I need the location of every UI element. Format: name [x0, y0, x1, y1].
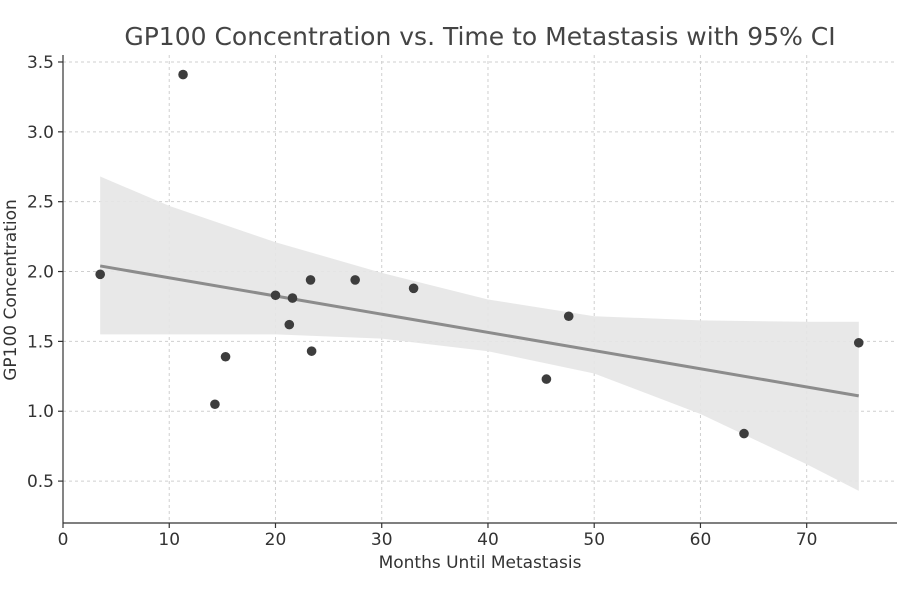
data-point: [287, 293, 298, 303]
data-point: [541, 374, 552, 384]
confidence-band-area: [100, 176, 859, 491]
x-axis-label: Months Until Metastasis: [379, 553, 582, 573]
data-point: [306, 346, 317, 356]
y-tick-label: 3.0: [27, 123, 54, 143]
y-tick-label: 1.5: [27, 332, 54, 352]
y-tick-label: 3.5: [27, 53, 54, 73]
data-point: [284, 319, 295, 330]
data-point: [739, 428, 749, 439]
chart-title: GP100 Concentration vs. Time to Metastas…: [124, 22, 835, 51]
x-tick-label: 0: [58, 530, 69, 550]
confidence-band: [100, 176, 859, 491]
x-tick-label: 40: [477, 530, 499, 550]
data-point: [270, 290, 281, 301]
x-tick-label: 50: [583, 530, 605, 550]
x-tick-label: 60: [690, 530, 712, 550]
data-point: [210, 399, 220, 410]
x-tick-label: 20: [265, 530, 287, 550]
y-tick-label: 0.5: [27, 472, 54, 492]
y-axis-label: GP100 Concentration: [1, 199, 21, 381]
data-point: [220, 351, 231, 362]
y-tick-label: 1.0: [27, 402, 54, 422]
data-point: [563, 311, 574, 322]
regression-line-path: [99, 264, 860, 398]
data-point: [350, 275, 360, 285]
data-points: [95, 69, 864, 439]
x-tick-label: 70: [796, 530, 818, 550]
x-tick-label: 30: [371, 530, 393, 550]
y-tick-label: 2.0: [27, 263, 54, 283]
x-tick-label: 10: [158, 530, 180, 550]
y-tick-label: 2.5: [27, 193, 54, 213]
data-point: [178, 69, 188, 80]
regression-line: [99, 264, 860, 398]
axes: 0 10 20 30 40 50 60 70 0.5 1.0 1.5 2.0 2.5 3.0 3.5: [27, 53, 897, 550]
data-point: [95, 269, 105, 280]
data-point: [853, 337, 864, 348]
data-point: [408, 283, 419, 294]
data-point: [305, 275, 316, 285]
